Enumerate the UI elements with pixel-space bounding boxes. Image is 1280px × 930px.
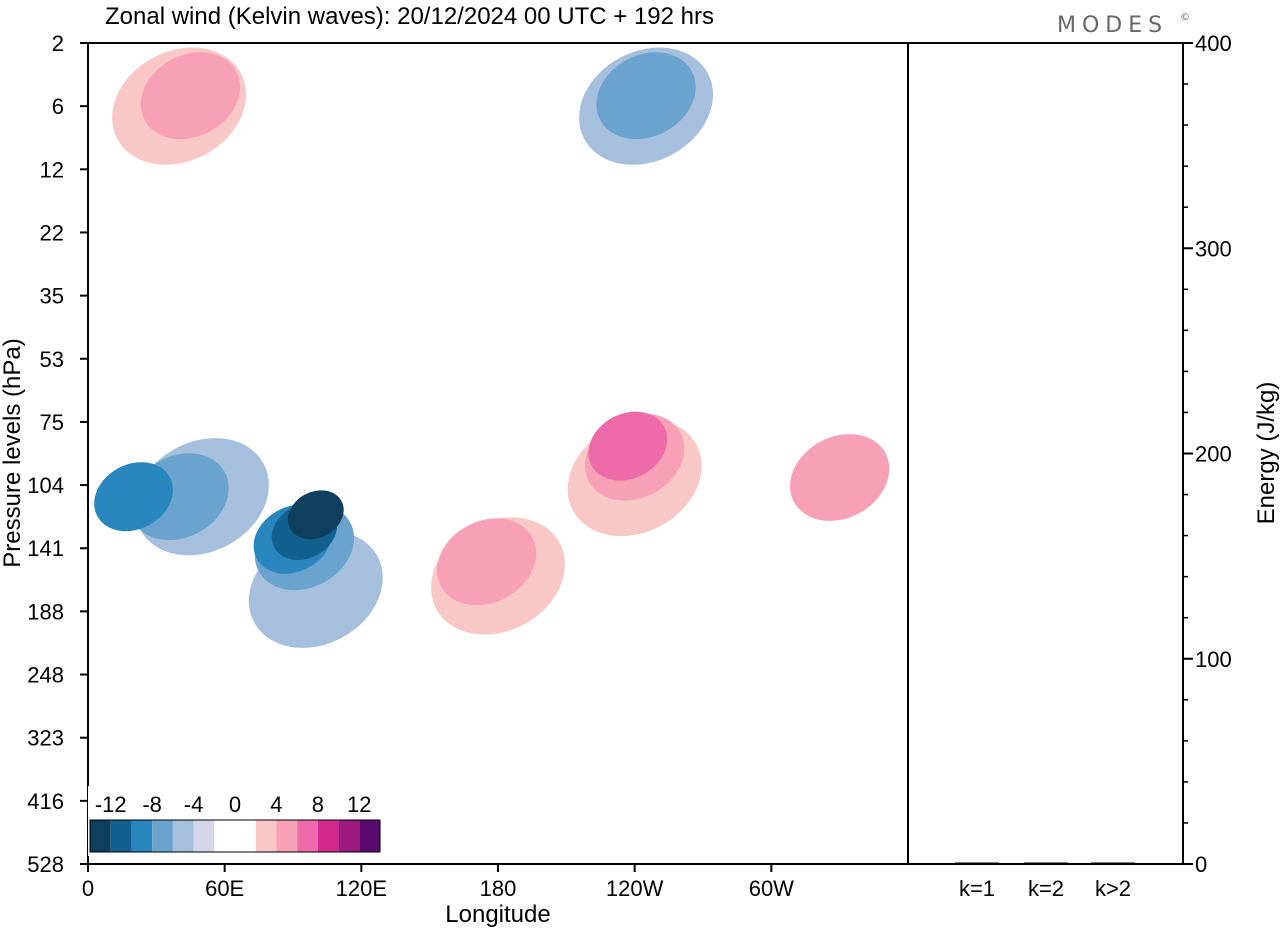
energy-bars: k=1 k=2 k>2 [955,862,1135,901]
energy-tick-label: 200 [1195,442,1232,467]
y-tick-label: 22 [40,220,64,245]
wind-anomaly-shading [94,47,890,648]
colorbar-labels: -12 -8 -4 0 4 8 12 [95,792,372,817]
longitude-axis: 0 60E 120E 180 120W 60W [82,864,794,901]
colorbar-swatch [90,820,111,852]
energy-frame [907,42,1184,865]
pressure-axis: 2 6 12 22 35 53 75 104 141 188 248 323 416 528 [27,31,88,877]
wind-anomaly-region [94,462,173,532]
colorbar: -12 -8 -4 0 4 8 12 [88,786,388,856]
y-tick-label: 416 [27,789,64,814]
energy-axis-label: Energy (J/kg) [1253,382,1280,525]
colorbar-swatch [172,820,194,852]
x-axis-label: Longitude [445,901,550,928]
colorbar-label: -12 [95,792,127,817]
energy-category-label: k=2 [1028,876,1064,901]
y-tick-label: 188 [27,599,64,624]
energy-bar [955,862,999,864]
colorbar-swatch [131,820,153,852]
hovmoller-plot: 2 6 12 22 35 53 75 104 141 188 248 323 416 528 0 60E 12… [0,31,909,928]
wind-anomaly-region [588,411,668,481]
y-tick-label: 75 [40,410,64,435]
colorbar-swatch [255,820,277,852]
wind-anomaly-region [140,52,241,140]
y-tick-label: 6 [52,94,64,119]
wind-anomaly-region [287,490,344,540]
colorbar-label: 8 [312,792,324,817]
y-tick-label: 104 [27,473,64,498]
x-tick-label: 120W [606,876,664,901]
colorbar-label: 4 [270,792,282,817]
y-axis-label: Pressure levels (hPa) [0,338,26,567]
energy-tick-label: 400 [1195,31,1232,56]
colorbar-swatch [110,820,132,852]
x-tick-label: 60E [205,876,244,901]
colorbar-label: 0 [229,792,241,817]
x-tick-label: 180 [480,876,517,901]
chart-title: Zonal wind (Kelvin waves): 20/12/2024 00… [105,3,714,30]
energy-tick-label: 300 [1195,236,1232,261]
colorbar-swatch [193,820,215,852]
colorbar-swatch [317,820,339,852]
colorbar-swatch [338,820,360,852]
y-tick-label: 2 [52,31,64,56]
colorbar-swatch [359,820,380,852]
colorbar-swatch [235,820,256,852]
energy-category-label: k>2 [1095,876,1131,901]
y-tick-label: 528 [27,852,64,877]
energy-bar [1091,862,1135,864]
colorbar-label: -8 [142,792,162,817]
brand-mark: © [1180,12,1190,23]
y-tick-label: 12 [40,157,64,182]
wind-anomaly-region [790,434,890,521]
x-tick-label: 60W [749,876,794,901]
y-tick-label: 248 [27,663,64,688]
colorbar-swatches [89,819,381,853]
wind-anomaly-region [596,52,696,140]
colorbar-swatch [297,820,318,852]
colorbar-label: 12 [347,792,371,817]
y-tick-label: 323 [27,726,64,751]
y-tick-label: 35 [40,284,64,309]
energy-tick-label: 0 [1195,852,1207,877]
wind-anomaly-region [436,518,537,606]
colorbar-swatch [276,820,298,852]
x-tick-label: 120E [336,876,387,901]
colorbar-outline [89,819,381,853]
energy-tick-label: 100 [1195,647,1232,672]
colorbar-label: -4 [184,792,204,817]
x-tick-label: 0 [82,876,94,901]
colorbar-swatch [152,820,173,852]
y-tick-label: 141 [27,536,64,561]
energy-bar [1024,862,1068,864]
energy-category-label: k=1 [959,876,995,901]
colorbar-swatch [214,820,235,852]
energy-panel: 0 100 200 300 400 k=1 k=2 k>2 Energy (J/kg) [907,31,1280,901]
energy-axis: 0 100 200 300 400 [1183,31,1232,877]
y-tick-label: 53 [40,347,64,372]
brand-logo: MODES [1057,13,1168,38]
